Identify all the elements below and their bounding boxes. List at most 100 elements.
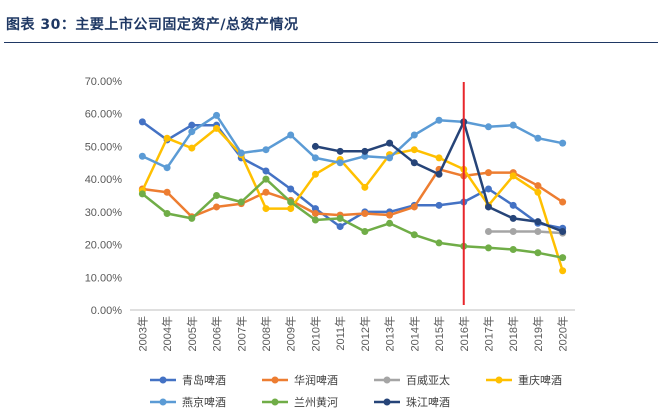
- y-tick-label: 20.00%: [85, 240, 123, 252]
- data-point: [534, 249, 542, 257]
- series-line: [141, 127, 564, 272]
- data-point: [336, 159, 344, 167]
- data-point: [534, 134, 542, 142]
- series-line: [141, 168, 564, 219]
- legend-item: 兰州黄河: [262, 395, 338, 409]
- x-tick-label: 2006年: [210, 316, 224, 351]
- data-point: [484, 227, 492, 235]
- legend-label: 珠江啤酒: [406, 395, 450, 409]
- series-group: [138, 124, 567, 275]
- y-tick-label: 10.00%: [85, 272, 123, 284]
- data-point: [410, 159, 418, 167]
- data-point: [163, 134, 171, 142]
- data-point: [311, 170, 319, 178]
- data-point: [435, 116, 443, 124]
- data-point: [336, 214, 344, 222]
- x-tick-label: 2009年: [284, 316, 298, 351]
- legend-item: 珠江啤酒: [374, 395, 450, 409]
- y-tick-label: 40.00%: [85, 174, 123, 186]
- data-point: [311, 142, 319, 150]
- data-point: [213, 124, 221, 132]
- data-point: [361, 183, 369, 191]
- x-tick-label: 2011年: [333, 316, 347, 351]
- series-group: [138, 175, 567, 262]
- data-point: [559, 139, 567, 147]
- x-tick-label: 2020年: [556, 316, 570, 351]
- data-point: [386, 154, 394, 162]
- data-point: [287, 131, 295, 139]
- legend-marker: [271, 376, 279, 384]
- data-point: [435, 170, 443, 178]
- data-point: [213, 192, 221, 199]
- legend-item: 百威亚太: [374, 374, 450, 387]
- data-point: [534, 182, 542, 190]
- x-tick-label: 2017年: [481, 316, 495, 351]
- data-point: [386, 219, 394, 227]
- x-tick-label: 2018年: [506, 316, 520, 351]
- x-tick-label: 2016年: [457, 316, 471, 351]
- data-point: [262, 175, 270, 183]
- series-group: [311, 118, 567, 235]
- data-point: [188, 214, 196, 222]
- data-point: [311, 154, 319, 162]
- data-point: [138, 152, 146, 160]
- data-point: [484, 244, 492, 252]
- data-point: [410, 203, 418, 211]
- data-point: [559, 198, 567, 206]
- data-point: [559, 254, 567, 262]
- data-point: [287, 185, 295, 193]
- data-point: [386, 139, 394, 147]
- data-point: [262, 188, 270, 196]
- data-point: [237, 198, 245, 206]
- data-point: [484, 169, 492, 177]
- data-point: [435, 154, 443, 162]
- data-point: [410, 231, 418, 239]
- x-tick-label: 2010年: [308, 316, 322, 351]
- y-tick-label: 50.00%: [85, 141, 123, 153]
- data-point: [237, 149, 245, 157]
- x-tick-label: 2007年: [234, 316, 248, 351]
- series-line: [141, 114, 564, 169]
- data-point: [534, 227, 542, 235]
- legend-label: 青岛啤酒: [182, 373, 226, 387]
- x-tick-label: 2004年: [160, 316, 174, 351]
- x-tick-label: 2013年: [383, 316, 397, 351]
- series-line: [141, 177, 564, 259]
- data-point: [509, 214, 517, 222]
- data-point: [262, 146, 270, 154]
- x-tick-label: 2014年: [407, 316, 421, 351]
- series-group: [138, 111, 567, 172]
- y-tick-label: 70.00%: [85, 76, 123, 88]
- x-tick-label: 2005年: [185, 316, 199, 351]
- data-point: [386, 211, 394, 219]
- x-tick-label: 2008年: [259, 316, 273, 351]
- data-point: [336, 147, 344, 155]
- chart-title: 图表 30：主要上市公司固定资产/总资产情况: [6, 17, 299, 33]
- legend-marker: [383, 376, 391, 384]
- legend-label: 华润啤酒: [294, 373, 338, 387]
- x-tick-label: 2012年: [358, 316, 372, 351]
- legend-label: 重庆啤酒: [518, 373, 562, 387]
- data-point: [435, 239, 443, 247]
- legend-marker: [271, 398, 279, 406]
- data-point: [361, 227, 369, 235]
- data-point: [163, 188, 171, 196]
- data-point: [361, 209, 369, 217]
- data-point: [435, 201, 443, 209]
- data-point: [213, 111, 221, 119]
- legend-marker: [383, 398, 391, 406]
- legend-marker: [495, 376, 503, 384]
- data-point: [534, 188, 542, 196]
- data-point: [484, 203, 492, 211]
- data-point: [484, 185, 492, 193]
- data-point: [484, 123, 492, 131]
- data-point: [410, 146, 418, 154]
- data-point: [336, 223, 344, 231]
- legend-label: 百威亚太: [406, 374, 450, 387]
- legend-label: 兰州黄河: [294, 395, 338, 409]
- data-point: [509, 172, 517, 180]
- title-underline: [4, 42, 658, 43]
- y-tick-label: 30.00%: [85, 207, 123, 219]
- y-tick-label: 0.00%: [91, 305, 122, 317]
